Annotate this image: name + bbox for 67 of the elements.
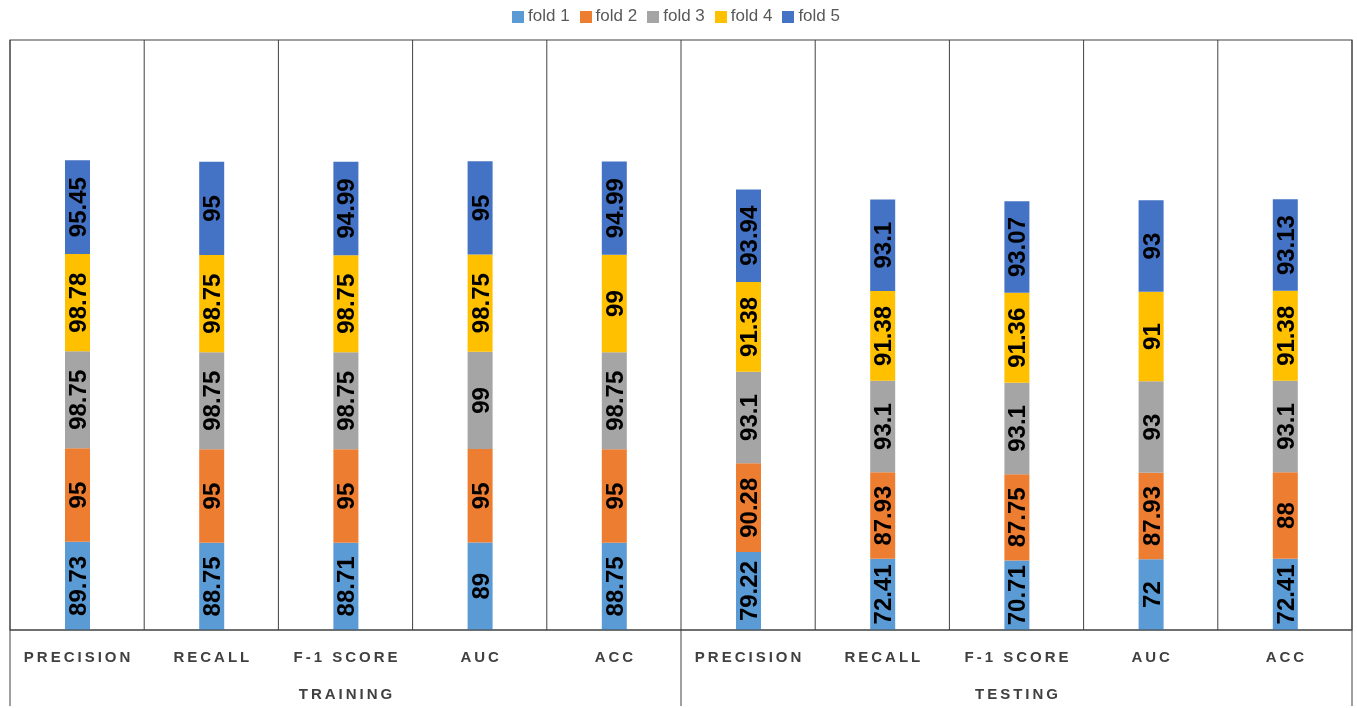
x-tick-label: RECALL — [173, 647, 253, 665]
data-label: 98.75 — [198, 273, 226, 334]
data-label: 98.75 — [332, 273, 360, 334]
data-label: 93.07 — [1003, 217, 1031, 278]
legend-label: fold 5 — [798, 6, 840, 25]
text: TESTING — [974, 684, 1062, 702]
data-label: 91.38 — [869, 305, 897, 366]
data-label: 90.28 — [735, 477, 763, 538]
data-label: 93.1 — [1271, 403, 1299, 450]
data-label: 95 — [332, 482, 360, 510]
data-label: 98.75 — [466, 273, 494, 334]
x-tick-label: AUC — [1131, 647, 1173, 665]
data-label: 93 — [1137, 232, 1165, 260]
x-tick-label: RECALL — [844, 647, 924, 665]
data-label: 91.36 — [1003, 307, 1031, 368]
data-label: 99 — [466, 387, 494, 414]
legend-label: fold 4 — [730, 6, 773, 25]
data-label: 98.75 — [198, 370, 226, 431]
legend-label: fold 1 — [528, 6, 570, 25]
x-tick-label: PRECISION — [23, 647, 134, 665]
data-label: 93.1 — [1003, 405, 1031, 452]
data-label: 95 — [600, 482, 628, 510]
data-label: 99 — [600, 290, 628, 317]
data-label: 88.75 — [600, 556, 628, 617]
data-label: 72 — [1137, 581, 1165, 608]
x-tick-label: ACC — [594, 647, 637, 665]
data-label: 89.73 — [64, 555, 92, 616]
data-label: 87.75 — [1003, 487, 1031, 548]
data-label: 88.71 — [332, 556, 360, 617]
data-label: 93.13 — [1271, 215, 1299, 276]
data-label: 88.75 — [198, 556, 226, 617]
x-tick-label: ACC — [1265, 647, 1308, 665]
data-label: 91.38 — [735, 296, 763, 357]
x-tick-label: F-1 SCORE — [964, 647, 1072, 665]
data-label: 98.75 — [600, 370, 628, 431]
data-label: 72.41 — [869, 564, 897, 625]
data-label: 93.1 — [869, 221, 897, 269]
data-label: 98.75 — [64, 369, 92, 430]
x-tick-label: F-1 SCORE — [293, 647, 401, 665]
data-label: 94.99 — [600, 178, 628, 239]
data-label: 98.78 — [64, 272, 92, 333]
data-label: 95 — [466, 194, 494, 222]
x-tick-label: PRECISION — [694, 647, 805, 665]
data-label: 89 — [466, 572, 494, 600]
text: TRAINING — [298, 684, 396, 702]
data-label: 88 — [1271, 502, 1299, 529]
legend-label: fold 2 — [595, 6, 638, 25]
data-label: 95.45 — [64, 177, 92, 238]
data-label: 70.71 — [1003, 565, 1031, 626]
data-label: 87.93 — [1137, 485, 1165, 546]
x-tick-label: AUC — [460, 647, 502, 665]
legend-label: fold 3 — [663, 6, 705, 25]
data-label: 93 — [1137, 413, 1165, 441]
data-label: 93.1 — [735, 394, 763, 441]
data-label: 95 — [64, 481, 92, 509]
data-label: 98.75 — [332, 370, 360, 431]
data-label: 91 — [1137, 323, 1165, 350]
data-label: 93.1 — [869, 403, 897, 450]
data-label: 95 — [466, 482, 494, 510]
data-label: 94.99 — [332, 178, 360, 239]
data-label: 95 — [198, 195, 226, 222]
data-label: 91.38 — [1271, 305, 1299, 366]
data-label: 93.94 — [735, 205, 763, 266]
data-label: 72.41 — [1271, 564, 1299, 625]
data-label: 87.93 — [869, 485, 897, 546]
data-label: 95 — [198, 482, 226, 510]
data-label: 79.22 — [735, 561, 763, 622]
